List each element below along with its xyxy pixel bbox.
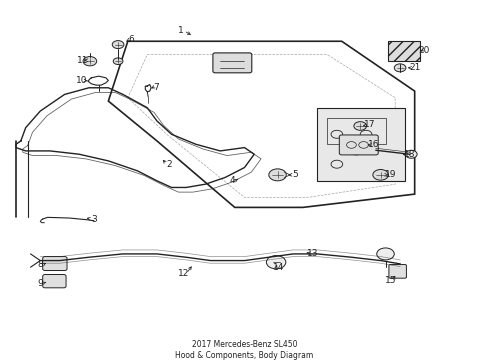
FancyBboxPatch shape bbox=[317, 108, 404, 181]
Text: 17: 17 bbox=[364, 121, 375, 130]
FancyBboxPatch shape bbox=[212, 53, 251, 73]
Circle shape bbox=[393, 64, 405, 72]
Text: 7: 7 bbox=[153, 82, 159, 91]
Text: 6: 6 bbox=[128, 35, 134, 44]
Circle shape bbox=[405, 150, 416, 158]
FancyBboxPatch shape bbox=[339, 135, 377, 155]
Text: 19: 19 bbox=[384, 170, 395, 179]
Text: 2: 2 bbox=[166, 160, 172, 169]
FancyBboxPatch shape bbox=[387, 41, 419, 61]
Circle shape bbox=[353, 122, 366, 130]
Text: 3: 3 bbox=[91, 215, 97, 224]
Text: 20: 20 bbox=[418, 46, 429, 55]
Text: 9: 9 bbox=[38, 279, 43, 288]
Text: 4: 4 bbox=[229, 176, 235, 185]
Text: 21: 21 bbox=[408, 63, 420, 72]
Circle shape bbox=[268, 169, 286, 181]
Text: 14: 14 bbox=[272, 264, 284, 273]
Text: 5: 5 bbox=[292, 170, 298, 179]
Circle shape bbox=[83, 57, 97, 66]
Text: 15: 15 bbox=[384, 276, 395, 285]
Text: 1: 1 bbox=[178, 26, 184, 35]
Circle shape bbox=[112, 41, 123, 49]
Text: 8: 8 bbox=[38, 260, 43, 269]
Text: 13: 13 bbox=[306, 249, 318, 258]
FancyBboxPatch shape bbox=[42, 275, 66, 288]
Text: 11: 11 bbox=[77, 56, 89, 65]
Text: 16: 16 bbox=[367, 140, 378, 149]
Text: 18: 18 bbox=[403, 150, 415, 159]
Text: 10: 10 bbox=[76, 76, 87, 85]
FancyBboxPatch shape bbox=[388, 265, 406, 278]
FancyBboxPatch shape bbox=[42, 257, 67, 270]
Circle shape bbox=[372, 170, 387, 180]
Circle shape bbox=[113, 58, 122, 64]
Text: 2017 Mercedes-Benz SL450
Hood & Components, Body Diagram: 2017 Mercedes-Benz SL450 Hood & Componen… bbox=[175, 340, 313, 360]
Text: 12: 12 bbox=[178, 269, 189, 278]
Circle shape bbox=[376, 248, 393, 260]
Circle shape bbox=[266, 256, 285, 269]
